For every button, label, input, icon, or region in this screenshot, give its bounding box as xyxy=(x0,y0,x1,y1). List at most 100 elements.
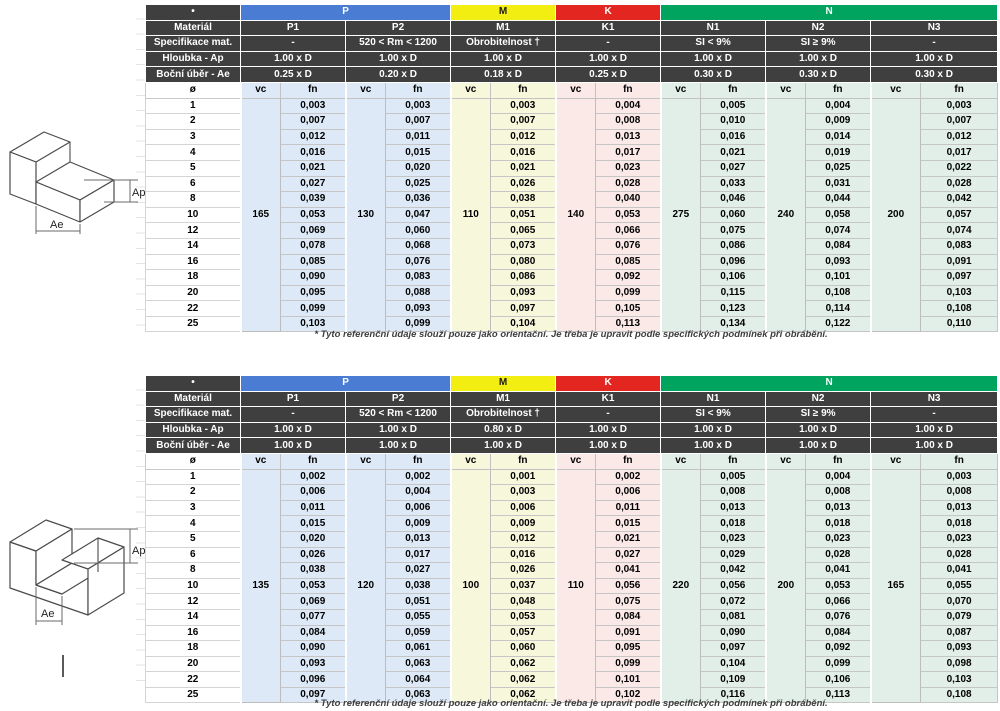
fn-value-cell: 0,085 xyxy=(280,253,346,271)
fn-value-cell: 0,109 xyxy=(700,671,767,688)
fn-header: fn xyxy=(490,81,557,99)
fn-value-cell: 0,103 xyxy=(920,284,999,302)
fn-value-cell: 0,093 xyxy=(920,640,999,657)
diameter-cell: 25 xyxy=(145,315,241,333)
group-name-cell: M1 xyxy=(450,390,557,408)
fn-value-cell: 0,025 xyxy=(384,175,452,193)
fn-header: fn xyxy=(595,452,662,470)
diameter-cell: 14 xyxy=(145,608,241,626)
vc-value-cell: 100 xyxy=(449,468,492,704)
fn-value-cell: 0,093 xyxy=(805,253,872,271)
fn-header: fn xyxy=(595,81,662,99)
fn-value-cell: 0,085 xyxy=(595,253,662,271)
fn-value-cell: 0,019 xyxy=(805,144,872,161)
diameter-cell: 16 xyxy=(145,624,241,642)
fn-value-cell: 0,076 xyxy=(595,237,662,255)
fn-value-cell: 0,074 xyxy=(920,222,999,239)
fn-value-cell: 0,026 xyxy=(490,562,557,579)
fn-value-cell: 0,092 xyxy=(595,269,662,286)
fn-value-cell: 0,008 xyxy=(700,484,767,501)
fn-value-cell: 0,099 xyxy=(595,655,662,673)
fn-value-cell: 0,011 xyxy=(595,499,662,517)
group-name-cell: N3 xyxy=(870,390,999,408)
vc-value-cell: 200 xyxy=(869,97,922,333)
depth-ap-cell: 1.00 x D xyxy=(555,50,662,68)
fn-value-cell: 0,103 xyxy=(280,315,346,333)
fn-value-cell: 0,015 xyxy=(280,515,346,532)
depth-ap-cell: 1.00 x D xyxy=(344,421,452,439)
stepover-ae-cell: 0.30 x D xyxy=(660,66,767,83)
fn-value-cell: 0,075 xyxy=(595,593,662,610)
stepover-ae-cell: 1.00 x D xyxy=(240,437,346,454)
fn-value-cell: 0,002 xyxy=(595,468,662,486)
fn-value-cell: 0,093 xyxy=(384,300,452,317)
fn-value-cell: 0,099 xyxy=(384,315,452,333)
fn-value-cell: 0,123 xyxy=(700,300,767,317)
fn-value-cell: 0,066 xyxy=(805,593,872,610)
fn-value-cell: 0,073 xyxy=(490,237,557,255)
diameter-cell: 10 xyxy=(145,577,241,595)
fn-value-cell: 0,003 xyxy=(920,468,999,486)
fn-value-cell: 0,013 xyxy=(384,530,452,548)
fn-value-cell: 0,004 xyxy=(805,468,872,486)
spec-cell: Obrobitelnost † xyxy=(450,35,557,52)
fn-header: fn xyxy=(805,81,872,99)
fn-value-cell: 0,069 xyxy=(280,222,346,239)
fn-value-cell: 0,020 xyxy=(280,530,346,548)
fn-value-cell: 0,038 xyxy=(490,191,557,208)
fn-value-cell: 0,011 xyxy=(384,128,452,146)
fn-value-cell: 0,061 xyxy=(384,640,452,657)
diameter-cell: 16 xyxy=(145,253,241,271)
fn-value-cell: 0,083 xyxy=(920,237,999,255)
fn-value-cell: 0,056 xyxy=(595,577,662,595)
fn-value-cell: 0,087 xyxy=(920,624,999,642)
fn-value-cell: 0,066 xyxy=(595,222,662,239)
diameter-cell: 6 xyxy=(145,546,241,564)
fn-value-cell: 0,026 xyxy=(490,175,557,193)
fn-value-cell: 0,028 xyxy=(920,546,999,564)
depth-ap-cell: 1.00 x D xyxy=(765,50,872,68)
fn-value-cell: 0,084 xyxy=(280,624,346,642)
diameter-header: ø xyxy=(145,81,241,99)
fn-value-cell: 0,021 xyxy=(595,530,662,548)
fn-value-cell: 0,006 xyxy=(490,499,557,517)
fn-value-cell: 0,037 xyxy=(490,577,557,595)
fn-value-cell: 0,097 xyxy=(280,686,346,704)
fn-value-cell: 0,056 xyxy=(700,577,767,595)
fn-header: fn xyxy=(920,452,999,470)
fn-value-cell: 0,027 xyxy=(700,159,767,177)
fn-value-cell: 0,108 xyxy=(920,300,999,317)
fn-value-cell: 0,006 xyxy=(384,499,452,517)
fn-value-cell: 0,115 xyxy=(700,284,767,302)
fn-value-cell: 0,007 xyxy=(920,113,999,130)
depth-ap-cell: 1.00 x D xyxy=(765,421,872,439)
fn-value-cell: 0,102 xyxy=(595,686,662,704)
row-label-spec: Specifikace mat. xyxy=(145,35,241,52)
diameter-cell: 4 xyxy=(145,515,241,532)
fn-header: fn xyxy=(280,452,346,470)
fn-value-cell: 0,013 xyxy=(805,499,872,517)
fn-value-cell: 0,108 xyxy=(805,284,872,302)
stepover-ae-cell: 1.00 x D xyxy=(870,437,999,454)
fn-value-cell: 0,044 xyxy=(805,191,872,208)
group-name-cell: K1 xyxy=(555,19,662,37)
fn-value-cell: 0,084 xyxy=(595,608,662,626)
fn-value-cell: 0,007 xyxy=(384,113,452,130)
fn-value-cell: 0,053 xyxy=(490,608,557,626)
band-m: M xyxy=(450,4,557,21)
fn-value-cell: 0,101 xyxy=(805,269,872,286)
fn-value-cell: 0,053 xyxy=(805,577,872,595)
spec-cell: SI ≥ 9% xyxy=(765,35,872,52)
stepover-ae-cell: 0.18 x D xyxy=(450,66,557,83)
vc-header: vc xyxy=(554,81,597,99)
ap-label: Ap xyxy=(132,545,145,557)
fn-value-cell: 0,046 xyxy=(700,191,767,208)
fn-header: fn xyxy=(490,452,557,470)
spec-cell: 520 < Rm < 1200 xyxy=(344,406,452,423)
stepover-ae-cell: 1.00 x D xyxy=(765,437,872,454)
fn-value-cell: 0,070 xyxy=(920,593,999,610)
fn-value-cell: 0,005 xyxy=(700,97,767,115)
fn-value-cell: 0,003 xyxy=(384,97,452,115)
stepover-ae-cell: 0.25 x D xyxy=(555,66,662,83)
depth-ap-cell: 1.00 x D xyxy=(344,50,452,68)
